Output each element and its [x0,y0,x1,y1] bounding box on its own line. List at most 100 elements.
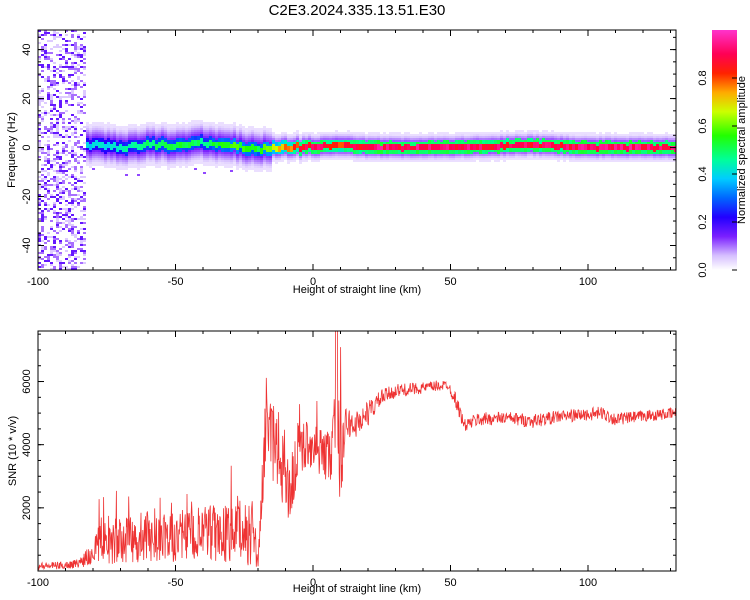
heatmap-cell [74,82,77,84]
heatmap-cell [428,152,431,154]
heatmap-cell [455,132,458,134]
heatmap-cell [407,152,410,154]
heatmap-cell [56,36,59,38]
heatmap-cell [617,148,620,150]
heatmap-cell [350,150,353,152]
heatmap-cell [50,48,53,50]
heatmap-cell [59,50,62,52]
heatmap-cell [59,208,62,210]
heatmap-cell [71,52,74,54]
heatmap-cell [269,164,272,166]
heatmap-cell [56,114,59,116]
heatmap-cell [536,134,539,136]
heatmap-cell [56,120,59,122]
heatmap-cell [656,134,659,136]
heatmap-cell [458,150,461,152]
heatmap-cell [641,158,644,160]
heatmap-cell [446,150,449,152]
heatmap-cell [128,160,131,162]
heatmap-cell [86,132,89,134]
heatmap-cell [674,150,676,152]
heatmap-cell [323,140,326,142]
heatmap-cell [128,132,131,134]
heatmap-cell [341,152,344,154]
heatmap-cell [476,154,479,156]
heatmap-cell [149,142,152,144]
heatmap-cell [38,128,41,130]
heatmap-cell [38,132,41,134]
heatmap-cell [566,154,569,156]
heatmap-cell [368,154,371,156]
spectrogram-xtick-label: -100 [27,276,49,288]
heatmap-cell [164,140,167,142]
heatmap-cell [167,156,170,158]
heatmap-cell [263,166,266,168]
heatmap-cell [287,150,290,152]
heatmap-cell [590,144,593,146]
heatmap-cell [191,122,194,124]
heatmap-cell [65,164,68,166]
heatmap-cell [62,192,65,194]
heatmap-cell [221,136,224,138]
heatmap-cell [557,142,560,144]
heatmap-cell [434,140,437,142]
heatmap-cell [74,30,77,32]
heatmap-cell [263,146,266,148]
heatmap-cell [128,166,131,168]
heatmap-cell [569,144,572,146]
heatmap-cell [506,130,509,132]
heatmap-cell [89,148,92,150]
heatmap-cell [617,138,620,140]
heatmap-cell [206,156,209,158]
heatmap-cell [65,210,68,212]
heatmap-cell [227,156,230,158]
heatmap-cell [209,126,212,128]
heatmap-cell [302,156,305,158]
heatmap-cell [437,144,440,146]
heatmap-cell [44,186,47,188]
heatmap-cell [299,136,302,138]
heatmap-cell [74,268,77,270]
heatmap-cell [212,134,215,136]
heatmap-cell [116,162,119,164]
heatmap-cell [602,150,605,152]
heatmap-cell [59,114,62,116]
heatmap-cell [227,134,230,136]
heatmap-cell [152,132,155,134]
heatmap-cell [374,160,377,162]
heatmap-cell [230,150,233,152]
heatmap-cell [281,132,284,134]
heatmap-cell [131,164,134,166]
heatmap-cell [347,144,350,146]
heatmap-cell [464,156,467,158]
heatmap-cell [89,130,92,132]
heatmap-cell [440,140,443,142]
heatmap-cell [56,128,59,130]
heatmap-cell [329,154,332,156]
heatmap-cell [293,154,296,156]
heatmap-cell [41,50,44,52]
heatmap-cell [374,136,377,138]
heatmap-cell [368,134,371,136]
heatmap-cell [164,164,167,166]
heatmap-cell [95,148,98,150]
heatmap-cell [374,138,377,140]
heatmap-cell [74,168,77,170]
heatmap-cell [152,162,155,164]
heatmap-cell [233,144,236,146]
heatmap-cell [296,154,299,156]
heatmap-cell [173,150,176,152]
heatmap-cell [44,242,47,244]
heatmap-cell [308,150,311,152]
heatmap-cell [254,130,257,132]
heatmap-cell [428,148,431,150]
heatmap-cell [53,134,56,136]
heatmap-cell [86,140,89,142]
heatmap-cell [110,166,113,168]
heatmap-cell [317,140,320,142]
heatmap-cell [467,152,470,154]
heatmap-cell [440,150,443,152]
heatmap-cell [644,160,647,162]
heatmap-cell [254,146,257,148]
heatmap-cell [56,212,59,214]
